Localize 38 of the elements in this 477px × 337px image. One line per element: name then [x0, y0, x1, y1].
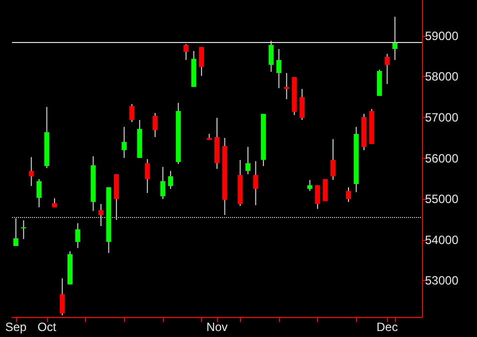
x-tick-label: Oct — [37, 320, 57, 334]
candlestick — [392, 16, 398, 60]
x-tick-label: Dec — [376, 320, 398, 334]
x-tick-label: Sep — [5, 320, 27, 334]
y-tick-label: 58000 — [425, 70, 459, 84]
candlestick — [184, 44, 189, 60]
candlestick — [330, 138, 336, 180]
y-tick-label: 56000 — [425, 151, 459, 166]
y-tick-label: 53000 — [425, 274, 459, 288]
y-tick-label: 57000 — [425, 110, 459, 124]
candlestick — [144, 158, 150, 194]
candlestick — [160, 166, 166, 200]
candlestick — [199, 46, 204, 76]
candlestick — [315, 184, 320, 210]
candlestick — [36, 178, 42, 208]
candlestick — [122, 126, 127, 158]
candlestick — [322, 178, 328, 202]
candlestick — [346, 186, 352, 202]
y-tick-label: 59000 — [425, 28, 459, 43]
candlestick — [307, 179, 312, 192]
candlestick — [276, 48, 282, 89]
candlestick — [284, 72, 290, 100]
candlestick — [75, 222, 80, 249]
candlestick — [129, 104, 134, 122]
candlestick — [168, 170, 174, 190]
x-tick-label: Nov — [206, 320, 228, 334]
candlestick — [384, 53, 390, 85]
candlestick — [21, 220, 26, 240]
candlestick — [98, 203, 104, 227]
y-tick-label: 54000 — [425, 232, 459, 247]
candlestick — [300, 88, 305, 120]
candlestick — [253, 160, 258, 206]
candlestick — [245, 146, 250, 175]
y-tick-label: 55000 — [425, 192, 459, 206]
candlestick — [268, 40, 274, 72]
candlestick — [28, 156, 34, 187]
candlestick — [152, 112, 158, 138]
candlestick — [13, 218, 18, 247]
